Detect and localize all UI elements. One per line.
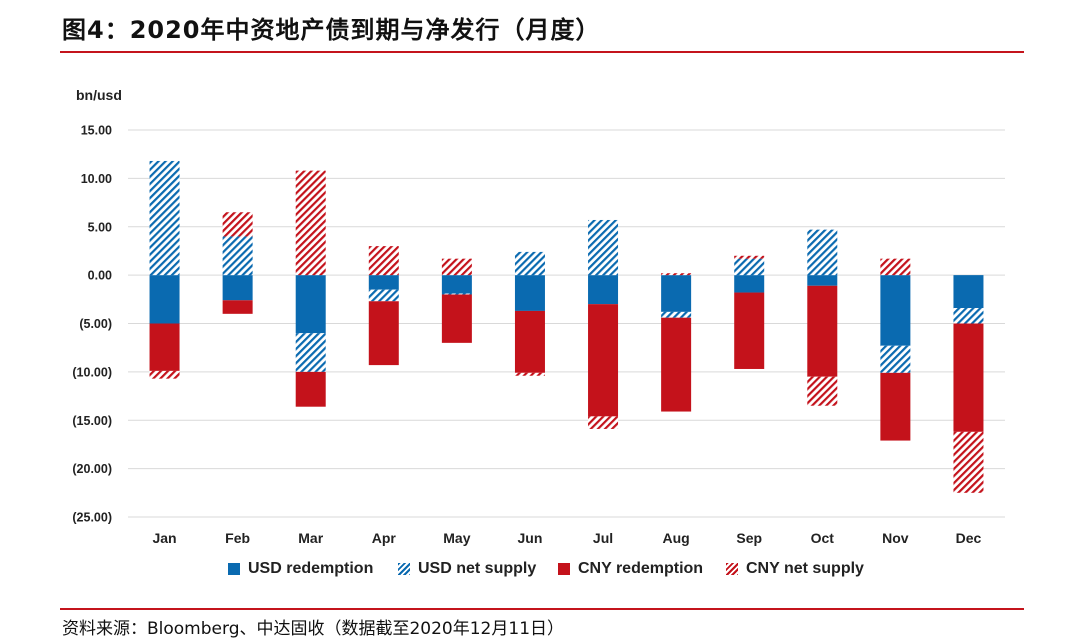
bar-usd-net-supply — [661, 311, 692, 318]
bar-cny-net-supply — [807, 376, 838, 406]
x-category-label: Mar — [298, 530, 323, 546]
legend-swatch-cny-net-supply — [726, 563, 738, 575]
bar-usd-redemption — [441, 275, 472, 294]
x-category-labels: Jan Feb Mar Apr May Jun Jul Aug Sep Oct Nov Dec — [152, 530, 981, 546]
y-tick-label: (25.00) — [72, 511, 112, 525]
y-tick-label: (5.00) — [79, 317, 112, 331]
legend-label: USD redemption — [248, 560, 374, 577]
x-category-label: Oct — [811, 530, 835, 546]
bar-usd-redemption — [661, 275, 692, 312]
gridlines — [128, 129, 1005, 518]
bar-cny-net-supply — [953, 431, 984, 493]
legend-item-cny-net-supply: CNY net supply — [726, 556, 864, 582]
y-tick-label: (15.00) — [72, 414, 112, 428]
y-tick-label: (20.00) — [72, 462, 112, 476]
chart-title: 图4：2020年中资地产债到期与净发行（月度） — [62, 16, 601, 44]
x-category-label: May — [443, 530, 470, 546]
y-tick-label: 10.00 — [81, 172, 112, 186]
y-tick-labels: 15.00 10.00 5.00 0.00 (5.00) (10.00) (15.00) (2… — [72, 124, 112, 525]
bar-cny-redemption — [149, 323, 180, 371]
x-category-label: Sep — [736, 530, 762, 546]
bar-usd-redemption — [807, 275, 838, 286]
bar-usd-net-supply — [514, 251, 545, 276]
bar-usd-net-supply — [368, 289, 399, 302]
bar-cny-net-supply — [149, 370, 180, 379]
bar-cny-net-supply — [514, 372, 545, 376]
x-category-label: Jun — [518, 530, 543, 546]
bar-cny-redemption — [514, 310, 545, 373]
bar-usd-net-supply — [807, 229, 838, 276]
y-tick-label: 15.00 — [81, 124, 112, 138]
x-category-label: Aug — [663, 530, 690, 546]
y-tick-label: 5.00 — [88, 220, 112, 234]
bar-cny-net-supply — [588, 416, 619, 429]
bar-usd-net-supply — [149, 160, 180, 276]
legend-swatch-usd-redemption — [228, 563, 240, 575]
x-category-label: Feb — [225, 530, 250, 546]
bar-usd-net-supply — [734, 258, 765, 276]
bar-usd-net-supply — [953, 308, 984, 324]
bar-cny-net-supply — [222, 212, 253, 237]
source-note: 资料来源：Bloomberg、中达固收（数据截至2020年12月11日） — [62, 619, 565, 639]
legend-swatch-usd-net-supply — [398, 563, 410, 575]
bar-cny-redemption — [368, 301, 399, 366]
bar-usd-net-supply — [295, 333, 326, 372]
x-category-label: Dec — [956, 530, 982, 546]
bar-cny-net-supply — [734, 255, 765, 259]
y-unit-label: bn/usd — [76, 87, 122, 103]
bar-cny-net-supply — [880, 258, 911, 276]
legend-swatch-cny-redemption — [558, 563, 570, 575]
source-divider — [60, 608, 1024, 610]
legend-label: CNY redemption — [578, 560, 704, 577]
bar-cny-net-supply — [661, 273, 692, 276]
bar-usd-redemption — [295, 275, 326, 334]
bar-cny-redemption — [880, 372, 911, 441]
legend-item-usd-net-supply: USD net supply — [398, 556, 536, 582]
legend: USD redemption USD net supply CNY redemp… — [0, 556, 1080, 582]
bar-cny-redemption — [295, 371, 326, 407]
x-category-label: Jan — [152, 530, 176, 546]
legend-label: USD net supply — [418, 560, 537, 577]
bar-cny-redemption — [222, 300, 253, 314]
bar-usd-redemption — [222, 275, 253, 301]
bars — [149, 160, 984, 493]
bar-usd-redemption — [514, 275, 545, 311]
x-category-label: Apr — [372, 530, 397, 546]
bar-cny-redemption — [734, 292, 765, 369]
legend-item-cny-redemption: CNY redemption — [558, 556, 703, 582]
title-divider — [60, 51, 1024, 53]
bar-usd-net-supply — [588, 219, 619, 276]
legend-label: CNY net supply — [746, 560, 864, 577]
bar-usd-redemption — [149, 275, 180, 324]
bar-cny-net-supply — [441, 258, 472, 276]
bar-usd-net-supply — [441, 293, 472, 295]
bar-usd-net-supply — [880, 345, 911, 373]
y-tick-label: (10.00) — [72, 365, 112, 379]
bar-usd-redemption — [368, 275, 399, 290]
bar-cny-redemption — [953, 323, 984, 432]
bar-cny-net-supply — [368, 246, 399, 276]
bar-cny-redemption — [441, 294, 472, 343]
bar-usd-redemption — [588, 275, 619, 305]
bar-usd-net-supply — [222, 236, 253, 276]
x-category-label: Jul — [593, 530, 613, 546]
bar-usd-redemption — [953, 275, 984, 309]
x-category-label: Nov — [882, 530, 909, 546]
bar-usd-redemption — [734, 275, 765, 293]
bar-cny-redemption — [661, 317, 692, 412]
legend-item-usd-redemption: USD redemption — [228, 556, 373, 582]
bar-cny-net-supply — [295, 170, 326, 276]
bar-cny-redemption — [588, 304, 619, 417]
bar-cny-redemption — [807, 285, 838, 377]
y-tick-label: 0.00 — [88, 269, 112, 283]
bar-usd-redemption — [880, 275, 911, 346]
